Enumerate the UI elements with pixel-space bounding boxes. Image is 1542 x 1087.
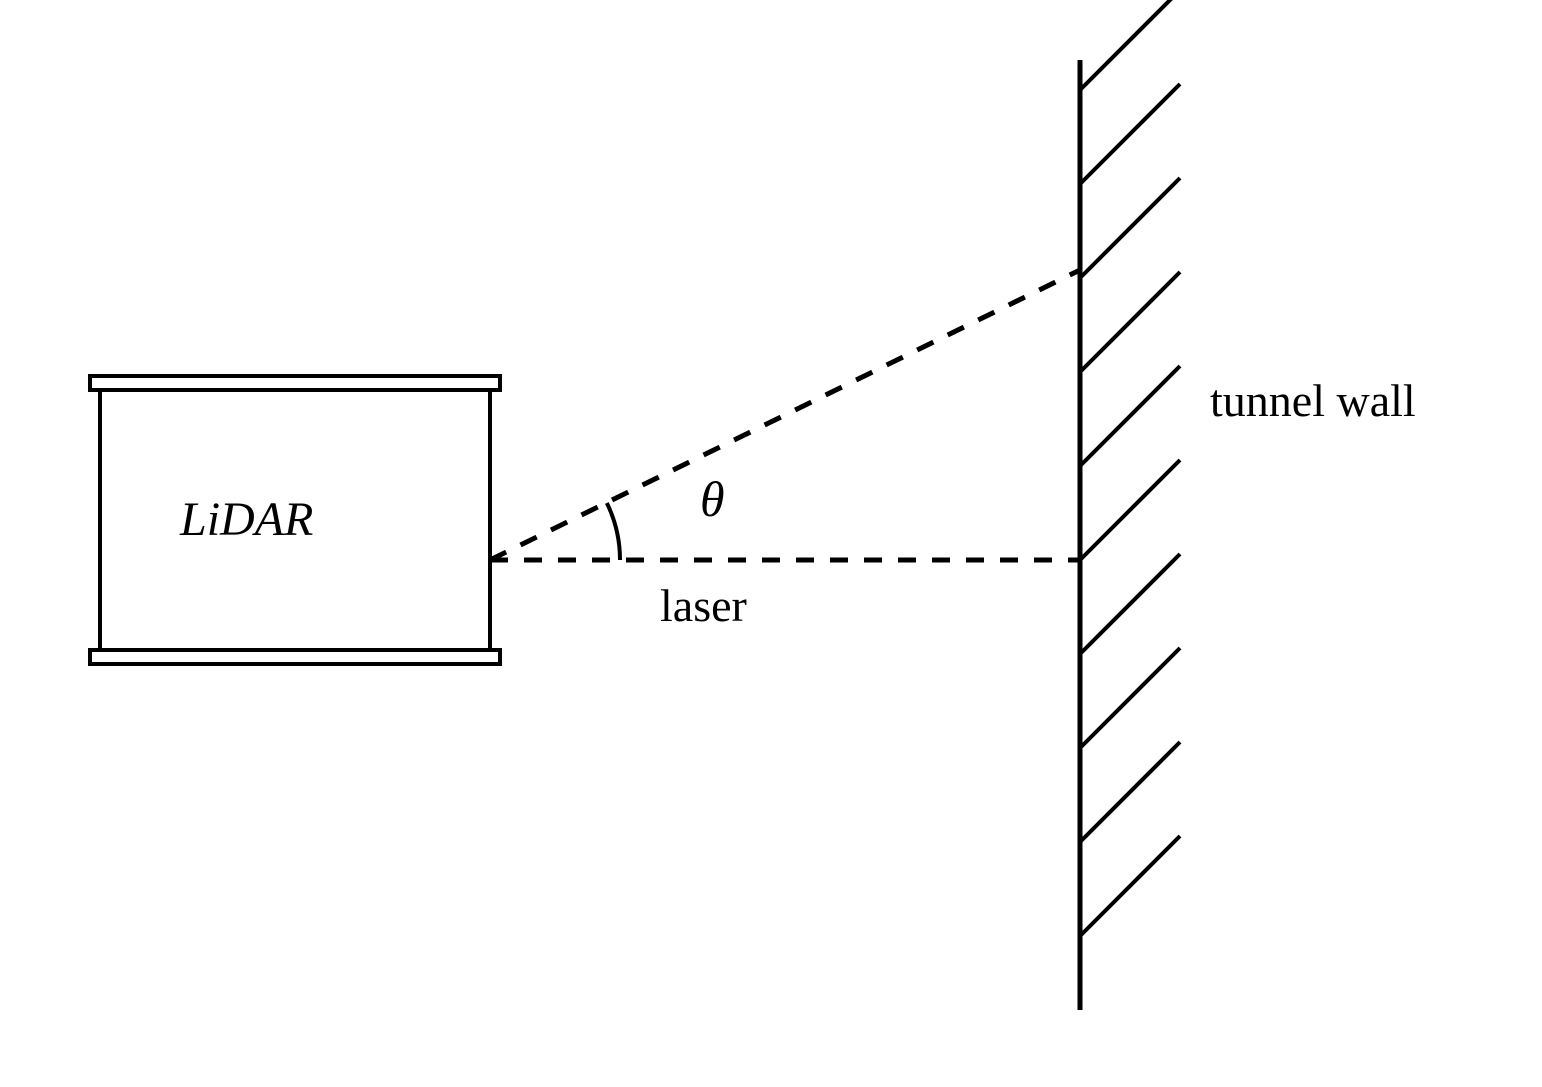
- lidar-label: LiDAR: [180, 492, 313, 547]
- lidar-tunnel-diagram: LiDAR tunnel wall laser θ: [0, 0, 1542, 1087]
- laser-label: laser: [660, 579, 747, 632]
- tunnel-wall-label: tunnel wall: [1210, 374, 1416, 427]
- theta-label: θ: [700, 470, 725, 528]
